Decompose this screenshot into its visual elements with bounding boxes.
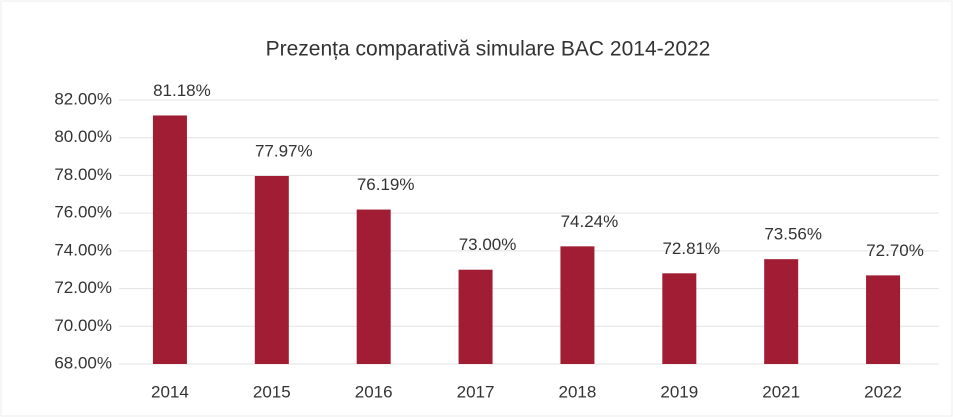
bar (458, 269, 493, 364)
bar (560, 246, 595, 364)
y-tick-label: 76.00% (54, 203, 112, 222)
data-label: 72.70% (866, 241, 924, 260)
y-tick-label: 68.00% (54, 353, 112, 372)
bar (254, 175, 289, 364)
chart-title: Prezența comparativă simulare BAC 2014-2… (266, 38, 711, 61)
y-tick-label: 70.00% (54, 316, 112, 335)
y-tick-label: 80.00% (54, 127, 112, 146)
bar (866, 275, 901, 364)
x-tick-label: 2016 (355, 382, 393, 401)
x-tick-label: 2014 (151, 382, 189, 401)
x-tick-label: 2015 (253, 382, 291, 401)
bar (356, 209, 391, 364)
data-label: 73.00% (459, 235, 517, 254)
bar (662, 273, 697, 364)
x-tick-label: 2022 (864, 382, 902, 401)
data-label: 72.81% (662, 239, 720, 258)
y-tick-label: 74.00% (54, 240, 112, 259)
x-tick-label: 2018 (559, 382, 597, 401)
data-label: 77.97% (255, 141, 313, 160)
data-label: 76.19% (357, 175, 415, 194)
data-label: 73.56% (764, 225, 822, 244)
x-tick-label: 2019 (660, 382, 698, 401)
data-label: 74.24% (561, 212, 619, 231)
data-label: 81.18% (153, 81, 211, 100)
y-tick-label: 72.00% (54, 278, 112, 297)
x-tick-label: 2017 (457, 382, 495, 401)
bar (152, 115, 187, 364)
x-tick-label: 2021 (762, 382, 800, 401)
bar (764, 259, 799, 364)
y-tick-label: 82.00% (54, 89, 112, 108)
y-tick-label: 78.00% (54, 165, 112, 184)
